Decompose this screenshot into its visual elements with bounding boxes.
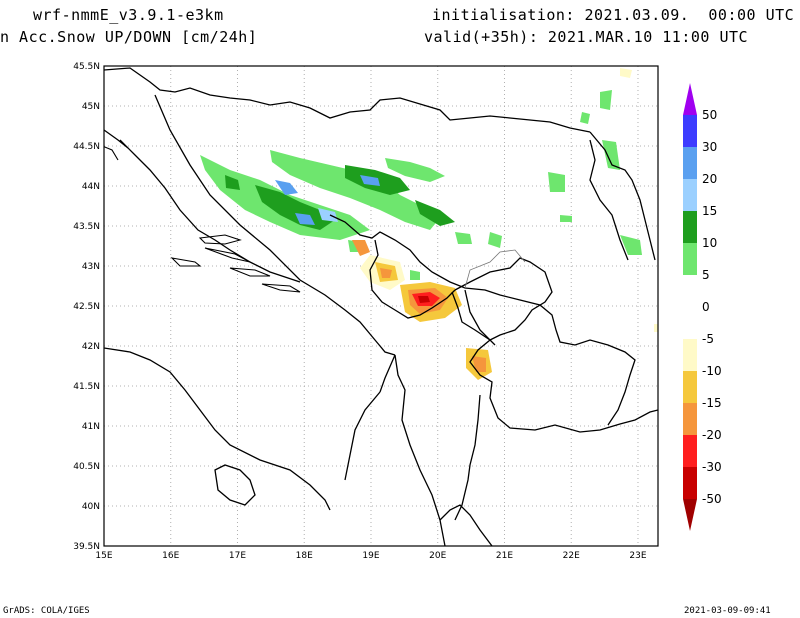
colorbar-label: 30 [702, 140, 717, 154]
lat-tick-label: 45N [82, 102, 100, 112]
colorbar-label: -30 [702, 460, 722, 474]
lat-tick-labels: 39.5N 40N 40.5N 41N 41.5N 42N 42.5N 43N 43.5N 44N… [73, 62, 100, 552]
lat-tick-label: 39.5N [73, 542, 100, 552]
lon-tick-label: 16E [162, 551, 179, 561]
lon-tick-label: 19E [362, 551, 379, 561]
map-frame [103, 65, 659, 547]
lat-tick-label: 41N [82, 422, 100, 432]
colorbar-segment [683, 403, 697, 435]
lat-tick-label: 43.5N [73, 222, 100, 232]
colorbar-segment [683, 115, 697, 147]
colorbar-bottom-arrow [683, 499, 697, 531]
lat-tick-label: 40N [82, 502, 100, 512]
colorbar-segment [683, 243, 697, 275]
colorbar-label: -20 [702, 428, 722, 442]
lon-tick-label: 21E [496, 551, 513, 561]
lon-tick-labels: 15E 16E 17E 18E 19E 20E 21E 22E 23E [95, 551, 646, 561]
colorbar-label: 15 [702, 204, 717, 218]
colorbar-label: -5 [702, 332, 714, 346]
lon-tick-label: 15E [95, 551, 112, 561]
colorbar-label: 10 [702, 236, 717, 250]
colorbar-segment [683, 467, 697, 499]
valid-time: valid(+35h): 2021.MAR.10 11:00 UTC [424, 28, 749, 46]
colorbar-segment [683, 371, 697, 403]
colorbar-segment [683, 275, 697, 307]
lat-tick-label: 41.5N [73, 382, 100, 392]
lon-tick-label: 22E [563, 551, 580, 561]
colorbar-label: 20 [702, 172, 717, 186]
run-timestamp: 2021-03-09-09:41 [684, 606, 771, 616]
grads-credit: GrADS: COLA/IGES [3, 606, 90, 616]
lon-tick-label: 17E [229, 551, 246, 561]
colorbar-label: 50 [702, 108, 717, 122]
lon-tick-label: 23E [629, 551, 646, 561]
field-title: n Acc.Snow UP/DOWN [cm/24h] [0, 28, 258, 46]
init-time: initialisation: 2021.03.09. 00:00 UTC [432, 6, 795, 24]
province-border [464, 249, 526, 289]
lat-tick-label: 42.5N [73, 302, 100, 312]
model-title: wrf-nmmE_v3.9.1-e3km [33, 6, 224, 24]
colorbar-label: 5 [702, 268, 710, 282]
lat-tick-label: 43N [82, 262, 100, 272]
colorbar-label: -50 [702, 492, 722, 506]
gridlines [103, 65, 658, 547]
colorbar-label: -10 [702, 364, 722, 378]
colorbar-top-arrow [683, 83, 697, 115]
lat-tick-label: 45.5N [73, 62, 100, 72]
colorbar-segment [683, 147, 697, 179]
lon-tick-label: 18E [296, 551, 313, 561]
colorbar-segment [683, 179, 697, 211]
colorbar-segment [683, 435, 697, 467]
lat-tick-label: 44N [82, 182, 100, 192]
lat-tick-label: 42N [82, 342, 100, 352]
colorbar-label: -15 [702, 396, 722, 410]
colorbar-segment [683, 211, 697, 243]
colorbar-segment [683, 339, 697, 371]
lat-tick-label: 40.5N [73, 462, 100, 472]
lon-tick-label: 20E [429, 551, 446, 561]
snow-accumulation-areas [200, 90, 642, 280]
islands [104, 146, 301, 293]
lat-tick-label: 44.5N [73, 142, 100, 152]
boundaries [104, 67, 658, 546]
colorbar-segment [683, 307, 697, 339]
colorbar-label: 0 [702, 300, 710, 314]
